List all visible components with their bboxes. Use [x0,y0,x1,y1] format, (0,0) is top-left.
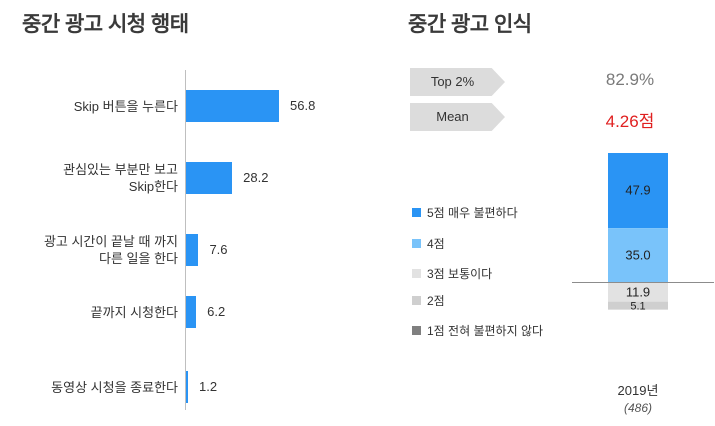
bar-category-label: 관심있는 부분만 보고 Skip한다 [3,161,178,195]
bar-category-label: 동영상 시청을 종료한다 [3,379,178,396]
bar-value-label: 56.8 [290,98,316,113]
legend-swatch [412,269,421,279]
stack-segment [608,228,668,283]
right-chart-title: 중간 광고 인식 [408,13,532,36]
legend-item: 2점 [412,293,445,309]
stack-segment-label: 35.0 [625,248,650,263]
mean-pill: Mean [410,103,505,131]
bar-category-label-line: 광고 시간이 끝날 때 까지 [43,234,178,249]
left-chart-title: 중간 광고 시청 행태 [22,13,189,36]
bar-category-label: Skip 버튼을 누른다 [3,98,178,115]
bar [186,234,199,266]
legend-label: 4점 [427,237,445,251]
perception-stacked-bar: 47.9 35.0 11.9 5.1 [608,153,668,313]
bar-value-label: 1.2 [199,379,218,394]
stack-category-label: 2019년 [617,383,659,398]
legend-swatch [412,208,421,218]
bar-category-label: 끝까지 시청한다 [3,304,178,321]
legend-label: 5점 매우 불편하다 [427,206,518,220]
legend-label: 1점 전혀 불편하지 않다 [427,324,544,338]
bar-category-label-line: 관심있는 부분만 보고 [63,162,178,177]
bar-value-label: 6.2 [207,304,226,319]
legend-label: 3점 보통이다 [427,267,493,281]
stack-segment [608,283,668,302]
stack-segment-label: 5.1 [630,301,645,313]
bar [186,371,188,403]
bar-value-label: 7.6 [209,242,228,257]
legend-item: 3점 보통이다 [412,266,492,282]
legend-label: 2점 [427,294,445,308]
bar [186,296,197,328]
bar-category-label-line: Skip한다 [128,179,178,194]
legend-swatch [412,296,421,306]
stack-segment [608,301,668,310]
bar-category-label-line: 다른 일을 한다 [99,251,178,266]
bar-chart-axis [185,70,186,410]
bar [186,162,233,194]
top2-pill: Top 2% [410,68,505,96]
stack-segment [608,153,668,229]
stack-baseline [572,282,714,283]
bar-value-label: 28.2 [243,170,269,185]
viewing-behavior-bar-chart: Skip 버튼을 누른다 56.8 관심있는 부분만 보고 Skip한다 28.2 광고 … [0,60,380,420]
legend-swatch [412,326,421,336]
stack-segment-label: 11.9 [626,284,650,299]
legend-item: 4점 [412,236,445,252]
top2-value: 82.9% [605,70,655,89]
bar-category-label-line: 끝까지 시청한다 [90,304,178,320]
bar-category-label-line: Skip 버튼을 누른다 [73,98,178,114]
bar [186,90,279,122]
mean-value: 4.26점 [605,112,655,131]
sample-size-label: (486) [623,401,652,415]
legend-swatch [412,239,421,249]
legend-item: 1점 전혀 불편하지 않다 [412,323,543,339]
stack-segment-label: 47.9 [625,183,650,198]
bar-category-label-line: 동영상 시청을 종료한다 [51,379,178,395]
legend-item: 5점 매우 불편하다 [412,205,518,221]
